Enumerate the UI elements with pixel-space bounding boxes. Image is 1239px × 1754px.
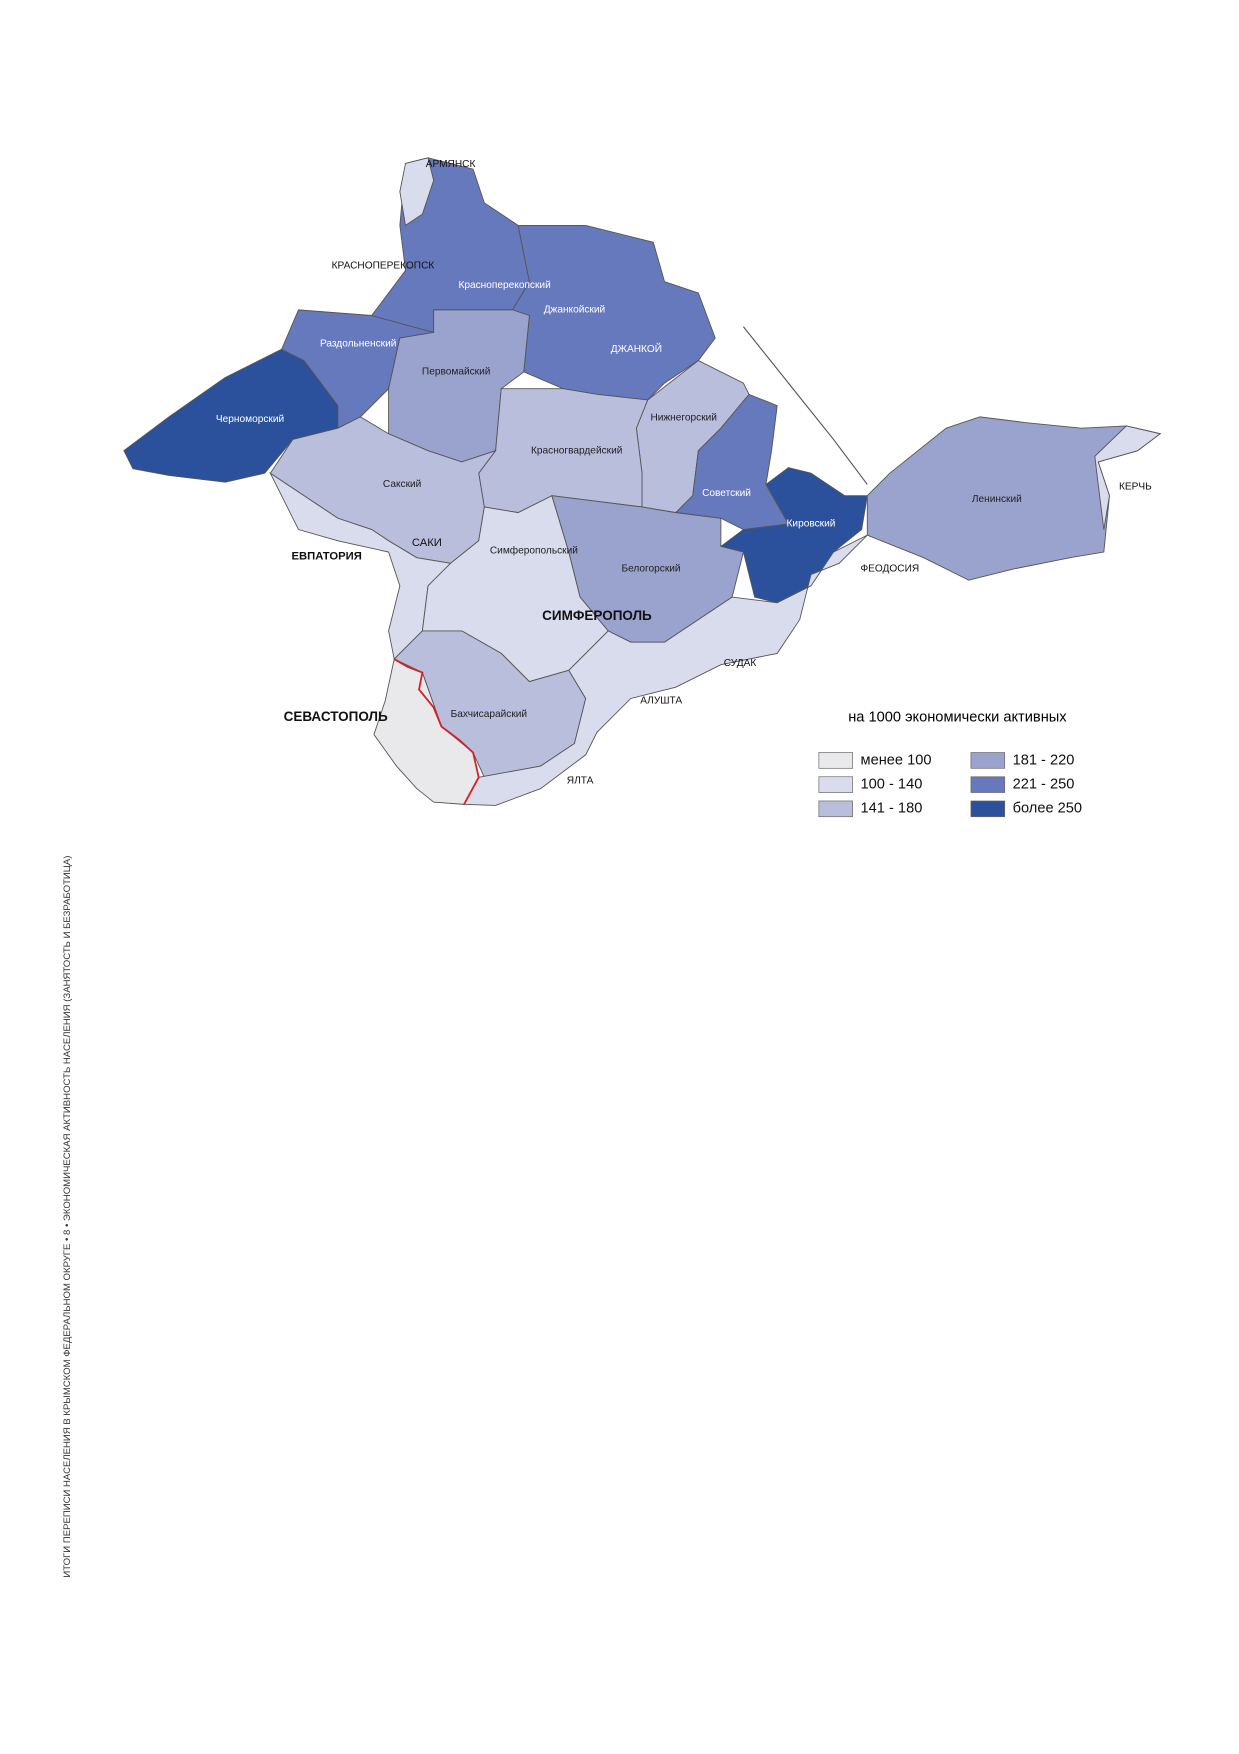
region — [370, 157, 530, 333]
region-label: Советский — [702, 488, 751, 499]
arabat-spit — [742, 326, 868, 485]
legend-label: 221 - 250 — [1013, 777, 1075, 793]
legend-swatch — [970, 776, 1006, 793]
legend-label: менее 100 — [861, 752, 932, 768]
city-label: ДЖАНКОЙ — [611, 342, 662, 355]
city-label: ФЕОДОСИЯ — [860, 564, 919, 575]
city-label: АЛУШТА — [640, 695, 682, 706]
city-label: ЯЛТА — [567, 775, 594, 786]
labels: Черноморский Раздольненский Красноперекопс… — [216, 159, 1152, 786]
map — [123, 157, 1162, 806]
legend-swatch — [818, 776, 853, 793]
legend-title: на 1000 экономически активных — [848, 709, 1067, 725]
city-label: СЕВАСТОПОЛЬ — [284, 709, 388, 724]
legend-swatch — [970, 800, 1006, 818]
legend-swatch — [818, 752, 853, 769]
region-label: Кировский — [787, 519, 836, 530]
legend-label: 141 - 180 — [861, 801, 923, 817]
side-caption: ИТОГИ ПЕРЕПИСИ НАСЕЛЕНИЯ В КРЫМСКОМ ФЕДЕ… — [62, 856, 73, 1578]
city-label: КРАСНОПЕРЕКОПСК — [332, 261, 435, 272]
city-label: ЕВПАТОРИЯ — [291, 551, 361, 563]
region-label: Нижнегорский — [650, 413, 717, 424]
region-label: Красноперекопский — [458, 280, 550, 291]
region — [399, 157, 435, 227]
city-label: САКИ — [412, 537, 442, 549]
region-label: Раздольненский — [320, 338, 396, 349]
region-label: Джанкойский — [544, 305, 606, 316]
city-label: КЕРЧЬ — [1119, 481, 1152, 492]
region-label: Симферопольский — [490, 545, 578, 557]
region-label: Ленинский — [972, 494, 1022, 505]
legend-label: 100 - 140 — [861, 777, 923, 793]
region-label: Сакский — [383, 479, 421, 490]
region — [1094, 425, 1162, 530]
city-label: СИМФЕРОПОЛЬ — [542, 608, 652, 623]
region-label: Белогорский — [621, 564, 680, 575]
legend: менее 100 100 - 140 141 - 180 181 - 220 221 … — [818, 752, 1082, 818]
legend-label: 181 - 220 — [1013, 752, 1075, 768]
region-label: Первомайский — [422, 366, 491, 377]
region-label: Красногвардейский — [531, 445, 622, 456]
legend-swatch — [818, 800, 853, 818]
legend-label: более 250 — [1013, 801, 1082, 817]
sevastopol-border — [393, 658, 480, 805]
region-label: Бахчисарайский — [451, 709, 527, 720]
city-label: СУДАК — [724, 658, 757, 669]
region-label: Черноморский — [216, 414, 284, 425]
city-label: АРМЯНСК — [426, 159, 476, 170]
legend-swatch — [970, 752, 1006, 769]
